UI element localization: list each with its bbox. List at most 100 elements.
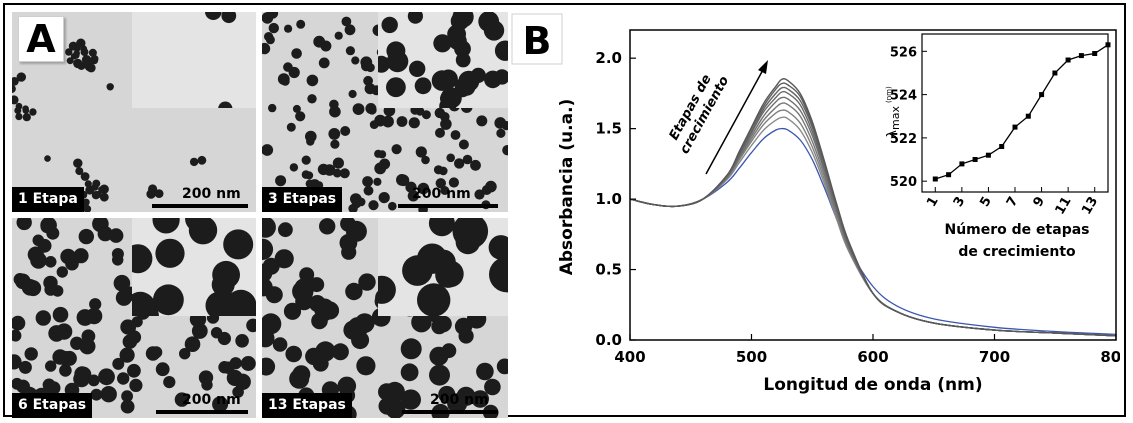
- nanoparticle: [65, 256, 79, 271]
- nanoparticle: [90, 388, 103, 401]
- nanoparticle: [496, 128, 506, 138]
- nanoparticle: [106, 83, 114, 91]
- nanoparticle: [295, 111, 306, 122]
- nanoparticle: [265, 35, 275, 45]
- nanoparticle: [52, 306, 69, 323]
- nanoparticle: [111, 248, 124, 260]
- nanoparticle: [484, 378, 501, 396]
- nanoparticle: [448, 177, 459, 188]
- x-tick-label: 700: [979, 348, 1010, 366]
- nanoparticle: [405, 181, 417, 193]
- nanoparticle: [65, 48, 73, 56]
- nanoparticle: [97, 226, 113, 242]
- panel-b-letter-box: [511, 13, 563, 65]
- nanoparticle: [330, 139, 340, 149]
- nanoparticle: [212, 396, 229, 413]
- tem-inset: [132, 218, 256, 316]
- nanoparticle: [421, 155, 430, 165]
- nanoparticle: [66, 57, 74, 65]
- nanoparticle: [340, 126, 351, 136]
- lambda-max-point: [959, 161, 965, 167]
- nanoparticle: [29, 108, 37, 116]
- nanoparticle: [494, 40, 508, 61]
- nanoparticle: [12, 84, 16, 93]
- nanoparticle: [407, 190, 419, 202]
- nanoparticle: [476, 115, 488, 127]
- nanoparticle: [454, 40, 471, 58]
- growth-arrow-head: [758, 60, 768, 74]
- lambda-max-point: [1065, 57, 1071, 63]
- scale-bar-label: 200 nm: [182, 186, 241, 202]
- nanoparticle: [455, 229, 481, 255]
- nanoparticle: [417, 283, 451, 316]
- nanoparticle: [12, 315, 26, 331]
- nanoparticle: [80, 172, 90, 181]
- nanoparticle: [145, 346, 161, 361]
- nanoparticle: [277, 73, 290, 85]
- nanoparticle: [89, 56, 98, 65]
- nanoparticle: [367, 105, 377, 115]
- inset-x-tick-label: 13: [1079, 194, 1101, 217]
- lambda-max-point: [1092, 51, 1098, 56]
- nanoparticle: [430, 249, 456, 275]
- nanoparticle: [229, 357, 242, 370]
- nanoparticle: [268, 22, 279, 34]
- nanoparticle: [313, 35, 326, 48]
- nanoparticle: [81, 329, 96, 344]
- spectra-series: [629, 78, 1117, 337]
- nanoparticle: [98, 186, 105, 194]
- scale-bar: 200 nm: [398, 184, 498, 208]
- nanoparticle: [148, 184, 158, 194]
- inset-x-tick-label: 1: [924, 194, 942, 209]
- inset-y-tick-label: 524: [890, 89, 917, 104]
- nanoparticle: [340, 218, 356, 232]
- nanoparticle: [152, 218, 180, 234]
- nanoparticle: [455, 82, 471, 98]
- nanoparticle: [262, 12, 274, 24]
- tem-inset: [378, 218, 508, 316]
- nanoparticle: [18, 360, 32, 374]
- nanoparticle: [429, 364, 450, 386]
- nanoparticle: [154, 189, 164, 199]
- nanoparticle: [262, 313, 282, 335]
- nanoparticle: [155, 238, 185, 268]
- y-tick-label: 0.0: [595, 331, 622, 349]
- tem-inset: [132, 12, 256, 108]
- nanoparticle: [378, 150, 387, 159]
- nanoparticle: [446, 153, 455, 163]
- stage-label: 3 Etapas: [262, 187, 343, 212]
- nanoparticle: [386, 41, 406, 61]
- nanoparticle: [218, 101, 233, 108]
- inset-x-tick-label: 7: [1004, 194, 1022, 209]
- nanoparticle: [435, 178, 446, 189]
- scale-bar-label: 200 nm: [430, 392, 489, 408]
- nanoparticle: [189, 157, 199, 167]
- y-axis-title: Absorbancia (u.a.): [557, 99, 577, 276]
- nanoparticle: [16, 72, 26, 82]
- lambda-max-point: [1078, 53, 1084, 59]
- nanoparticle: [15, 102, 23, 110]
- nanoparticle: [329, 99, 339, 110]
- nanoparticle: [481, 185, 492, 195]
- nanoparticle: [35, 310, 51, 326]
- scale-bar: 200 nm: [152, 184, 248, 208]
- nanoparticle: [205, 12, 222, 20]
- lambda-max-point: [946, 172, 952, 178]
- nanoparticle: [210, 327, 223, 339]
- growth-arrow: [705, 67, 765, 175]
- nanoparticle: [396, 116, 408, 127]
- nanoparticle: [345, 46, 355, 56]
- nanoparticle: [433, 165, 444, 175]
- nanoparticle: [435, 127, 445, 138]
- inset-x-axis-title: de crecimiento: [958, 244, 1076, 260]
- lambda-max-point: [1052, 70, 1058, 76]
- nanoparticle: [356, 356, 376, 376]
- inset-y-axis: 520 522 524 526: [890, 45, 927, 190]
- nanoparticle: [494, 69, 508, 85]
- x-tick-label: 500: [736, 348, 767, 366]
- nanoparticle: [15, 113, 23, 121]
- nanoparticle: [474, 189, 485, 200]
- lambda-max-point: [999, 144, 1005, 149]
- inset-background: [922, 34, 1108, 192]
